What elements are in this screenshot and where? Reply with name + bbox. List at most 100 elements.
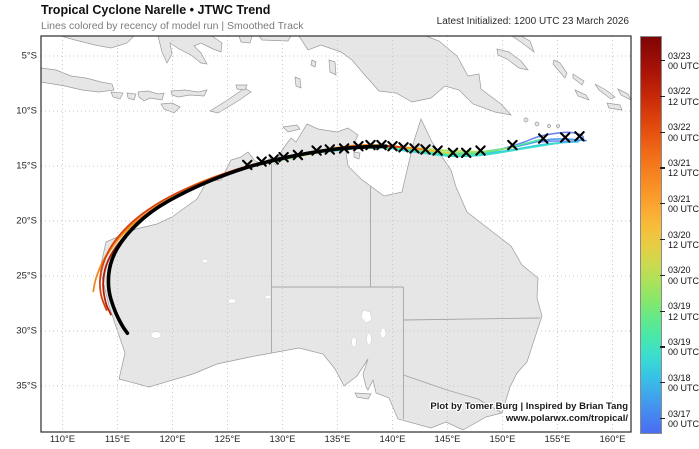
landmass-sumba [160,102,181,114]
best-track-x-marker [559,132,571,143]
best-track-x-marker [376,139,387,151]
y-axis-tick-label: 20°S [16,215,37,227]
colorbar-tick-label: 03/17 00 UTC [668,408,699,430]
colorbar-tick [660,239,665,241]
landmass-malaita [617,88,631,101]
best-track-x-marker [311,145,322,156]
landmass-melville-island [282,124,301,133]
figure-subtitle: Lines colored by recency of model run | … [41,20,304,32]
colorbar-tick [660,346,665,348]
colorbar [640,36,662,434]
colorbar-tick [660,60,665,62]
lake-gairdner [351,336,357,348]
landmass-bougainville [552,59,568,79]
state-borders [271,164,541,419]
landmass-new-britain [496,48,529,71]
x-axis-tick-label: 160°E [599,434,626,445]
landmass-choiseul [572,73,585,86]
landmass-java [41,67,115,93]
colorbar-tick-label: 03/21 00 UTC [668,193,699,215]
credit-line-2: www.polarwx.com/tropical/ [505,412,628,424]
x-axis-tick-label: 120°E [159,434,186,445]
best-track-x-marker [242,159,253,171]
y-axis-tick-label: 15°S [16,160,37,172]
x-axis-tick-label: 130°E [269,434,296,445]
map-frame [40,35,632,433]
best-track-x-marker [409,143,420,154]
colorbar-tick [660,310,665,312]
colorbar-tick-label: 03/23 00 UTC [668,50,699,72]
x-axis-tick-label: 150°E [489,434,516,445]
landmass-sulawesi [157,36,223,65]
landmass-tanimbar [294,76,302,89]
best-track-x-marker [460,147,472,159]
best-track-x-marker [292,149,304,161]
colorbar-tick-label: 03/21 12 UTC [668,157,699,179]
best-track-x-marker [432,145,443,156]
y-axis-tick-labels: 5°S 10°S 15°S 20°S 25°S 30°S 35°S [0,0,37,449]
landmass-aru [328,59,337,76]
lake-wa-4 [264,294,272,300]
lake-wa-2 [201,258,209,264]
model-track-03-23-12-utc-latest- [106,144,388,335]
colorbar-tick [660,274,665,277]
best-track-markers [242,131,585,171]
colorbar-tick-label: 03/20 12 UTC [668,229,699,251]
colorbar-tick [660,203,665,205]
x-axis-tick-label: 145°E [434,434,461,445]
colorbar-tick [660,418,665,420]
x-axis-tick-label: 115°E [104,434,131,445]
lake-wa-1 [150,331,162,339]
landmass-seram [258,36,292,42]
y-axis-tick-label: 10°S [16,105,37,117]
landmass-groote-eylandt [353,151,361,160]
y-axis-tick-label: 35°S [16,380,37,392]
best-track-x-marker [353,140,364,152]
best-track-x-marker [398,142,409,153]
landmass-santa-isabel [594,83,616,100]
landmass-new-ireland [511,36,535,54]
best-track-x-marker [447,147,459,159]
best-track-x-marker [387,140,398,152]
x-axis-tick-label: 140°E [379,434,406,445]
x-axis-tick-labels: 110°E 115°E 120°E 125°E 130°E 135°E 140°E 145°E… [0,434,699,448]
island-louisiade-1 [523,117,529,123]
best-track-x-marker [256,156,267,167]
island-louisiade-2 [534,121,540,127]
landmass-australia [99,118,543,431]
colorbar-tick [660,131,665,133]
island-louisiade-3 [547,124,551,128]
x-axis-tick-label: 110°E [49,434,76,445]
landmass-sumbawa [137,90,165,102]
best-track-x-marker [574,131,585,142]
colorbar-tick [660,167,665,169]
landmass-guadalcanal [606,102,623,111]
best-track-x-marker [278,151,289,163]
best-track-x-marker [338,143,350,154]
landmass-flores [170,89,208,98]
colorbar-tick [660,382,665,384]
best-track-x-marker [324,144,336,155]
colorbar-tick [660,95,665,98]
landmass-lombok [126,92,137,101]
landmass-new-guinea [298,36,512,116]
landmass-wetar [235,84,248,91]
latest-initialized-label: Latest Initialized: 1200 UTC 23 March 20… [436,16,629,27]
landmass-timor [209,87,252,114]
landmass-borneo [60,36,135,49]
landmass-kangaroo-island [354,392,372,400]
x-axis-tick-label: 125°E [214,434,241,445]
x-axis-tick-label: 135°E [324,434,351,445]
best-track-x-marker [268,154,279,165]
best-track-x-marker [507,139,518,151]
best-track-x-marker [537,133,549,144]
colorbar-tick-label: 03/19 00 UTC [668,336,699,358]
y-axis-tick-label: 30°S [16,325,37,337]
landmasses [41,36,631,431]
y-axis-tick-label: 25°S [16,270,37,282]
lake-torrens [366,332,372,346]
landmass-kai [310,59,317,68]
y-axis-tick-label: 5°S [21,50,37,62]
colorbar-tick-label: 03/22 00 UTC [668,122,699,143]
